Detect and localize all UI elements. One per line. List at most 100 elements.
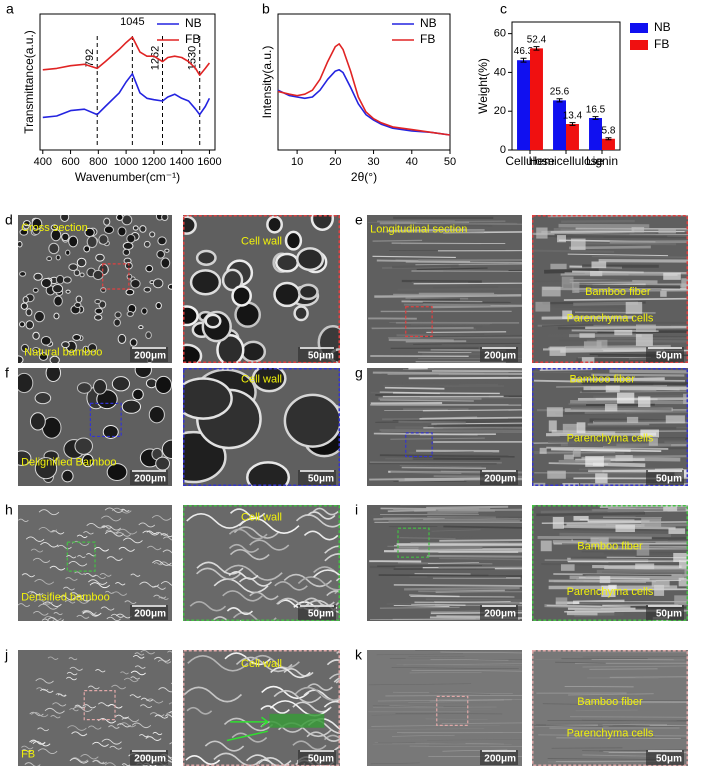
x-tick-label: 30: [367, 156, 379, 168]
zoom-box: [102, 263, 130, 290]
texture: [23, 220, 31, 227]
plot-frame: [39, 13, 216, 151]
texture: [404, 586, 520, 591]
texture: [590, 270, 603, 277]
x-tick-label: 600: [61, 156, 79, 168]
image-caption: Bamboo fiber: [577, 696, 643, 708]
texture: [123, 677, 139, 683]
panel-label: j: [4, 647, 8, 663]
texture: [395, 713, 503, 715]
texture: [168, 710, 172, 714]
texture: [569, 716, 688, 718]
texture: [609, 369, 688, 374]
texture: [660, 291, 667, 297]
texture: [297, 283, 319, 301]
texture: [73, 269, 81, 277]
texture: [160, 533, 172, 538]
texture: [47, 656, 59, 660]
x-tick-label: 1600: [197, 156, 221, 168]
texture: [408, 376, 522, 380]
texture: [21, 749, 32, 753]
zoom-frame: [532, 650, 688, 766]
texture: [573, 449, 662, 452]
texture: [636, 543, 650, 556]
texture: [249, 591, 279, 601]
series-line: [42, 73, 211, 119]
texture: [602, 468, 684, 473]
texture: [33, 272, 43, 281]
texture: [625, 301, 643, 314]
texture: [425, 598, 522, 601]
scale-bar-bg: [298, 470, 336, 485]
error-bar: [556, 98, 563, 103]
texture: [668, 528, 686, 534]
texture: [389, 705, 444, 708]
texture: [651, 580, 670, 587]
texture: [53, 612, 63, 616]
texture: [84, 573, 97, 577]
texture: [539, 447, 547, 454]
texture: [585, 456, 604, 467]
texture: [400, 659, 515, 661]
texture: [21, 745, 34, 750]
texture: [575, 709, 638, 712]
value-label: 5.8: [602, 125, 616, 136]
texture: [393, 392, 500, 395]
bar: [566, 124, 579, 150]
texture: [117, 333, 127, 344]
texture: [542, 703, 600, 706]
texture: [204, 740, 245, 752]
texture: [134, 665, 146, 669]
texture: [391, 667, 519, 669]
image-caption: Parenchyma cells: [567, 586, 654, 598]
zoom-frame: [183, 215, 340, 363]
texture: [419, 416, 522, 420]
texture: [204, 313, 222, 329]
texture: [55, 254, 61, 261]
texture: [61, 469, 74, 483]
texture: [57, 544, 72, 550]
panel-label: f: [5, 365, 9, 381]
sem-image: [532, 505, 688, 621]
texture: [60, 215, 70, 222]
texture: [104, 507, 124, 513]
texture: [143, 286, 152, 293]
texture: [32, 610, 49, 616]
panel-label: d: [5, 212, 13, 228]
value-label: 13.4: [563, 110, 583, 121]
image-caption: Bamboo fiber: [569, 374, 635, 386]
x-tick-label: 10: [291, 156, 303, 168]
texture: [50, 224, 59, 231]
texture: [273, 281, 301, 308]
legend-label: NB: [185, 16, 202, 30]
texture: [92, 741, 109, 747]
texture: [555, 597, 568, 606]
texture: [368, 728, 485, 730]
x-tick-label: 40: [406, 156, 418, 168]
scale-label: 50μm: [308, 754, 334, 765]
texture: [536, 512, 646, 517]
value-label: 25.6: [550, 86, 570, 97]
texture: [547, 761, 620, 764]
bar: [553, 100, 566, 150]
texture: [293, 305, 309, 322]
texture: [599, 576, 611, 584]
texture: [18, 450, 32, 466]
texture: [146, 545, 162, 551]
scale-bar-bg: [480, 470, 518, 485]
texture: [100, 287, 107, 293]
texture: [426, 554, 522, 558]
texture: [593, 394, 688, 399]
texture: [398, 420, 466, 424]
texture: [53, 312, 60, 320]
texture: [168, 702, 172, 705]
texture: [74, 301, 82, 308]
texture: [106, 556, 123, 561]
texture: [115, 714, 129, 719]
texture: [665, 415, 685, 424]
error-bar: [592, 116, 599, 120]
series-line: [277, 69, 451, 136]
plot-frame: [277, 13, 451, 151]
texture: [40, 688, 54, 693]
texture: [196, 567, 241, 581]
